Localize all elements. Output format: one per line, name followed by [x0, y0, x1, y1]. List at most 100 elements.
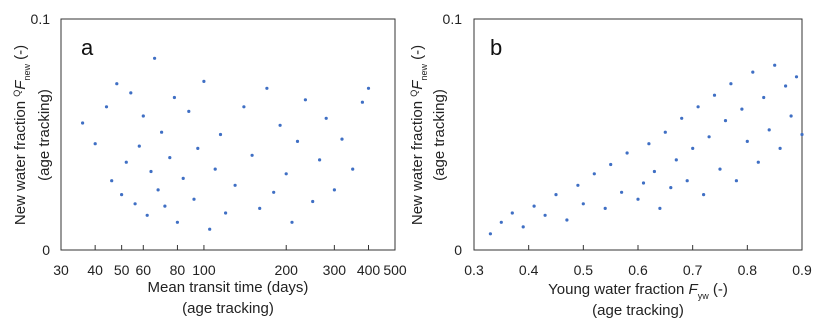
- scatter-point: [565, 218, 569, 222]
- scatter-point: [652, 169, 657, 174]
- scatter-point: [224, 211, 228, 215]
- panel-a-x-tick-label: 30: [53, 262, 69, 278]
- scatter-point: [800, 132, 804, 137]
- panel-a-x-tick-label: 80: [170, 262, 186, 278]
- scatter-point: [295, 139, 300, 143]
- scatter-point: [250, 153, 254, 157]
- panel-a-x-ticks: 30 40 50 60 80 100 200 300 400 500: [53, 18, 407, 278]
- scatter-point: [318, 158, 322, 162]
- scatter-point: [192, 197, 196, 201]
- scatter-point: [129, 91, 133, 95]
- scatter-point: [141, 114, 145, 118]
- panel-a-x-tick-label: 300: [323, 262, 347, 278]
- scatter-point: [669, 186, 673, 190]
- panel-a-x-tick-label: 500: [383, 262, 407, 278]
- scatter-point: [751, 70, 755, 74]
- scatter-point: [636, 197, 640, 201]
- scatter-point: [625, 151, 629, 155]
- scatter-point: [685, 179, 689, 183]
- scatter-point: [208, 227, 212, 231]
- scatter-point: [680, 116, 684, 120]
- scatter-point: [81, 121, 85, 125]
- scatter-point: [663, 130, 667, 134]
- scatter-point: [258, 206, 262, 210]
- scatter-point: [156, 188, 160, 192]
- scatter-point: [213, 167, 217, 171]
- scatter-point: [707, 135, 711, 139]
- panel-a-y-label-2: (age tracking): [36, 89, 53, 181]
- scatter-point: [718, 167, 722, 171]
- scatter-point: [773, 63, 777, 67]
- scatter-point: [340, 137, 344, 141]
- scatter-point: [620, 190, 624, 194]
- scatter-point: [265, 86, 269, 90]
- panel-a-x-label: Mean transit time (days): [148, 279, 309, 296]
- scatter-point: [543, 213, 547, 217]
- scatter-point: [647, 142, 651, 146]
- panel-b-points: [488, 63, 804, 236]
- scatter-point: [734, 179, 739, 183]
- panel-a-x-tick-label: 60: [135, 262, 151, 278]
- scatter-point: [218, 132, 223, 137]
- scatter-point: [532, 204, 536, 208]
- scatter-point: [163, 204, 167, 208]
- scatter-point: [767, 128, 771, 132]
- scatter-point: [145, 213, 149, 217]
- panel-b-x-ticks: 0.3 0.4 0.5 0.6 0.7 0.8 0.9: [464, 18, 812, 278]
- scatter-point: [172, 95, 176, 100]
- scatter-point: [93, 142, 97, 146]
- scatter-point: [729, 82, 733, 86]
- panel-b-x-tick-label: 0.3: [464, 262, 484, 278]
- scatter-point: [723, 119, 728, 123]
- panel-b-y-label: New water fraction QFnew (-): [409, 45, 429, 225]
- scatter-point: [789, 114, 793, 118]
- panel-a-x-tick-label: 200: [275, 262, 299, 278]
- scatter-point: [603, 206, 607, 210]
- scatter-point: [187, 109, 191, 113]
- panel-b-label: b: [490, 35, 502, 60]
- scatter-point: [324, 116, 328, 120]
- scatter-point: [641, 181, 646, 185]
- panel-a-frame: [60, 18, 396, 251]
- scatter-point: [351, 167, 355, 171]
- scatter-point: [609, 162, 613, 167]
- scatter-point: [104, 105, 109, 109]
- panel-b-x-tick-label: 0.7: [683, 262, 703, 278]
- scatter-point: [756, 160, 760, 164]
- scatter-point: [360, 100, 364, 104]
- scatter-point: [762, 95, 766, 100]
- scatter-point: [284, 172, 288, 176]
- scatter-point: [794, 75, 799, 79]
- panel-a-y-tick-0: 0: [42, 242, 50, 258]
- scatter-point: [702, 193, 706, 197]
- scatter-point: [120, 193, 124, 197]
- panel-b-x-tick-label: 0.9: [792, 262, 812, 278]
- scatter-point: [778, 146, 782, 150]
- panel-a-x-label-2: (age tracking): [182, 300, 274, 317]
- scatter-point: [242, 105, 246, 109]
- scatter-point: [691, 146, 695, 150]
- panel-a-x-tick-label: 400: [357, 262, 381, 278]
- scatter-point: [290, 220, 294, 224]
- scatter-point: [153, 56, 157, 60]
- scatter-point: [366, 86, 371, 90]
- scatter-point: [581, 202, 585, 206]
- scatter-point: [784, 84, 788, 88]
- panel-b-x-label: Young water fraction Fyw (-): [548, 281, 728, 301]
- scatter-point: [658, 206, 662, 210]
- scatter-point: [233, 183, 237, 187]
- scatter-point: [576, 183, 580, 187]
- scatter-point: [311, 199, 315, 204]
- scatter-point: [133, 202, 137, 206]
- scatter-point: [510, 211, 514, 215]
- scatter-point: [592, 172, 596, 176]
- scatter-point: [202, 79, 206, 83]
- scatter-point: [740, 107, 744, 111]
- scatter-point: [488, 232, 492, 236]
- panel-a-y-label: New water fraction QFnew (-): [12, 45, 32, 225]
- scatter-point: [196, 146, 200, 150]
- scatter-point: [115, 82, 119, 86]
- scatter-point: [554, 193, 558, 197]
- scatter-point: [124, 160, 128, 164]
